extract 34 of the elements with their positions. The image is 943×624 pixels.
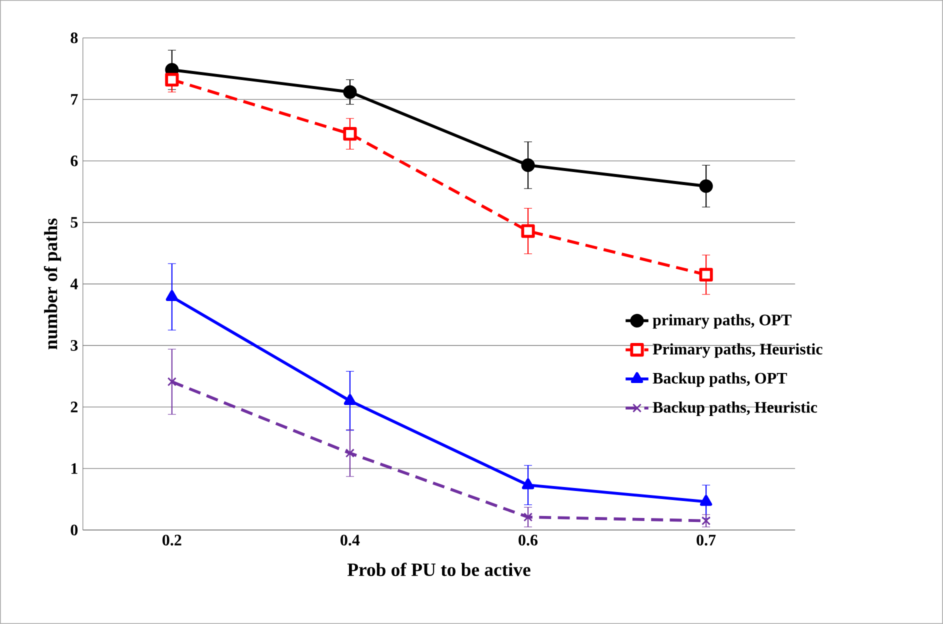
- point: [165, 72, 179, 87]
- y-tick-label: 0: [70, 524, 78, 536]
- y-tick-label: 4: [70, 278, 78, 290]
- point: [346, 448, 354, 458]
- x-tick-label: 0.4: [340, 534, 360, 546]
- point: [166, 290, 178, 302]
- x-tick-label: 0.7: [696, 534, 716, 546]
- legend-label: primary paths, OPT: [652, 314, 792, 329]
- point: [344, 394, 356, 406]
- y-tick-label: 5: [70, 217, 78, 228]
- y-tick-label: 6: [70, 156, 78, 166]
- y-tick-label: 2: [70, 402, 78, 412]
- point: [168, 377, 176, 386]
- x-axis-title: Prob of PU to be active: [347, 562, 530, 576]
- point: [524, 512, 532, 522]
- y-tick-label: 1: [71, 463, 78, 474]
- y-axis-title: number of paths: [44, 218, 62, 350]
- point: [521, 224, 535, 238]
- legend-label: Backup paths, OPT: [652, 372, 788, 387]
- y-tick-label: 7: [71, 94, 78, 105]
- point: [343, 85, 357, 99]
- y-tick-label: 8: [70, 32, 78, 44]
- point: [521, 158, 535, 172]
- legend-label: Primary paths, Heuristic: [652, 343, 822, 358]
- legend-label: Backup paths, Heuristic: [652, 402, 818, 416]
- point: [699, 179, 713, 193]
- point: [699, 268, 713, 282]
- point: [522, 478, 534, 490]
- point: [702, 516, 710, 526]
- x-tick-label: 0.6: [518, 534, 538, 546]
- y-tick-label: 3: [70, 340, 78, 351]
- point: [700, 494, 712, 506]
- x-tick-label: 0.2: [162, 534, 182, 546]
- point: [343, 127, 357, 141]
